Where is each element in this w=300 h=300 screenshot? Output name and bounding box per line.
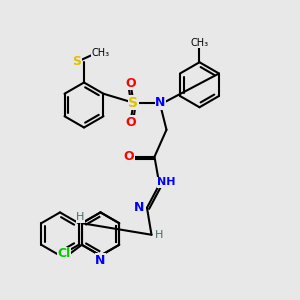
Text: S: S: [72, 55, 81, 68]
Text: NH: NH: [157, 177, 176, 187]
Text: CH₃: CH₃: [190, 38, 208, 48]
Text: Cl: Cl: [57, 247, 70, 260]
Text: H: H: [76, 212, 85, 222]
Text: S: S: [128, 96, 139, 110]
Text: N: N: [155, 96, 166, 109]
Text: N: N: [95, 254, 106, 267]
Text: H: H: [155, 230, 163, 240]
Text: N: N: [134, 201, 145, 214]
Text: O: O: [124, 150, 134, 163]
Text: CH₃: CH₃: [92, 47, 110, 58]
Text: O: O: [125, 116, 136, 129]
Text: O: O: [125, 77, 136, 90]
